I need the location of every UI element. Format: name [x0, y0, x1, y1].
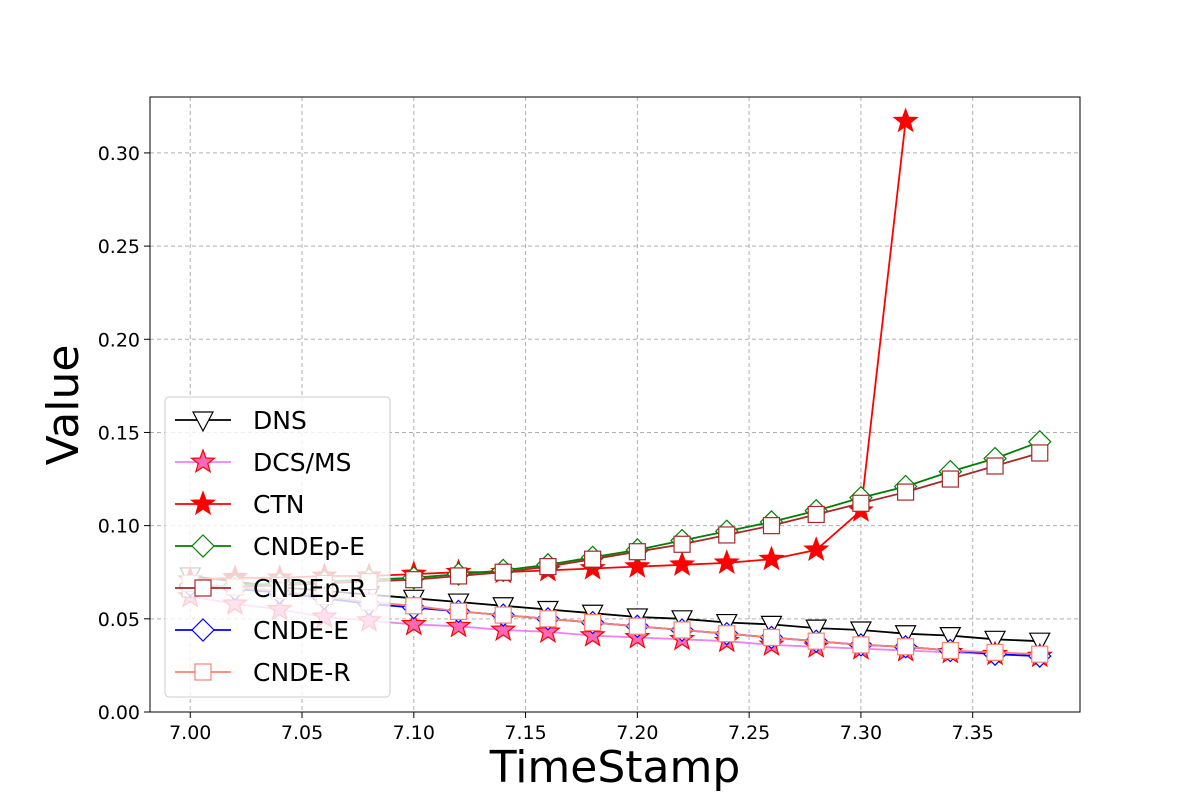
data-point: [534, 618, 561, 644]
legend-label: CNDEp-R: [253, 574, 366, 603]
legend-item: CNDE-E: [175, 616, 349, 645]
legend-item: CNDE-R: [175, 658, 351, 687]
plot-frame: [149, 96, 1081, 713]
data-point: [941, 641, 959, 660]
x-tick-label: 7.10: [393, 722, 435, 744]
data-point: [1031, 645, 1049, 663]
data-point: [1031, 444, 1049, 462]
legend-item: CNDEp-E: [175, 532, 365, 561]
data-point: [892, 107, 919, 133]
legend-label: CNDEp-E: [253, 532, 365, 561]
x-tick-label: 7.20: [616, 722, 658, 744]
data-point: [494, 606, 512, 624]
x-tick-label: 7.00: [169, 722, 211, 744]
data-point: [673, 535, 691, 553]
legend-label: DCS/MS: [253, 448, 351, 477]
y-tick-label: 0.25: [98, 236, 140, 258]
data-point: [490, 616, 517, 642]
data-point: [405, 571, 423, 589]
y-tick-label: 0.00: [98, 702, 140, 724]
data-point: [405, 597, 423, 615]
data-point: [669, 551, 696, 576]
x-tick-label: 7.35: [952, 722, 994, 744]
data-point: [762, 628, 781, 647]
y-tick-label: 0.15: [98, 422, 140, 444]
data-point: [986, 457, 1004, 475]
data-point: [852, 494, 870, 512]
series-cnde-r: [181, 574, 1049, 663]
legend-marker: [192, 411, 214, 433]
x-tick-label: 7.15: [504, 722, 546, 744]
data-point: [897, 483, 915, 501]
x-axis-ticks: 7.00 7.05 7.10 7.15 7.20 7.25 7.30 7.35: [169, 712, 994, 744]
data-point: [718, 526, 736, 544]
legend-label: CNDE-R: [253, 658, 351, 687]
y-axis-title: Value: [38, 345, 89, 466]
data-point: [539, 610, 557, 628]
legend-marker: [189, 490, 217, 516]
legend-item: CTN: [175, 490, 304, 519]
data-point: [897, 638, 915, 656]
legend-box: [164, 396, 391, 698]
legend-label: CTN: [253, 490, 304, 519]
y-tick-label: 0.20: [98, 329, 140, 351]
x-tick-label: 7.25: [728, 722, 770, 744]
legend-marker: [191, 618, 215, 642]
legend-marker: [194, 579, 212, 597]
legend-item: DCS/MS: [175, 448, 351, 477]
data-point: [494, 563, 512, 581]
y-tick-label: 0.30: [98, 143, 140, 165]
legend-label: DNS: [253, 406, 307, 435]
data-point: [849, 621, 872, 643]
data-point: [758, 545, 785, 571]
legend: DNS DCS/MS CTN CNDEp-E CNDEp-R CNDE-E CNDE-R: [164, 396, 391, 698]
data-point: [584, 550, 602, 568]
legend-label: CNDE-E: [253, 616, 349, 645]
y-tick-label: 0.05: [98, 609, 140, 631]
x-tick-label: 7.30: [840, 722, 882, 744]
data-point: [449, 602, 468, 620]
data-point: [584, 613, 602, 632]
data-point: [941, 470, 959, 488]
data-point: [986, 643, 1004, 661]
data-point: [449, 567, 468, 585]
data-point: [807, 632, 825, 650]
legend-marker: [189, 448, 217, 474]
data-point: [400, 610, 427, 636]
legend-item: CNDEp-R: [175, 574, 366, 603]
data-point: [852, 636, 870, 654]
legend-marker: [194, 663, 212, 681]
data-point: [539, 558, 557, 576]
legend-marker: [191, 534, 215, 558]
legend-item: DNS: [175, 406, 307, 435]
data-point: [807, 505, 825, 524]
data-point: [718, 625, 736, 643]
data-point: [803, 536, 830, 561]
data-point: [579, 621, 606, 647]
x-axis-title: TimeStamp: [489, 742, 741, 793]
y-axis-ticks: 0.00 0.05 0.10 0.15 0.20 0.25 0.30: [98, 143, 150, 724]
data-point: [628, 543, 646, 561]
data-point: [628, 617, 646, 635]
data-point: [673, 621, 691, 639]
data-point: [445, 612, 472, 638]
data-point: [939, 626, 962, 648]
x-tick-label: 7.05: [281, 722, 323, 744]
data-point: [624, 552, 651, 578]
y-tick-label: 0.10: [98, 516, 140, 538]
data-point: [762, 517, 781, 535]
data-point: [713, 549, 740, 575]
